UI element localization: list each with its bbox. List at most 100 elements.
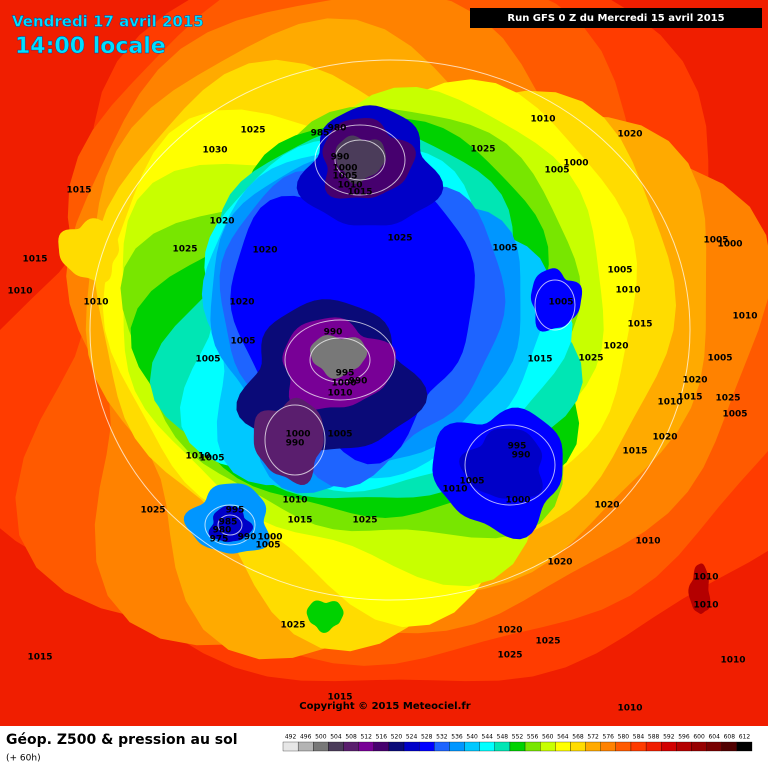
legend-label: 572 xyxy=(587,734,599,741)
pressure-label: 1010 xyxy=(732,312,757,322)
legend-swatch xyxy=(403,741,420,752)
legend-swatch xyxy=(661,741,677,752)
pressure-label: 1000 xyxy=(331,379,356,389)
legend-swatch xyxy=(494,741,511,752)
pressure-label: 1025 xyxy=(240,126,265,136)
pressure-label: 1015 xyxy=(66,186,91,196)
pressure-label: 1025 xyxy=(715,394,740,404)
legend-label: 512 xyxy=(360,734,372,741)
legend-label: 604 xyxy=(708,734,720,741)
pressure-label: 1015 xyxy=(622,447,647,457)
isobar xyxy=(464,424,556,506)
pressure-label: 1000 xyxy=(717,240,742,250)
pressure-label: 1005 xyxy=(722,410,747,420)
pressure-label: 1005 xyxy=(327,430,352,440)
pressure-label: 1000 xyxy=(257,533,282,543)
isobar xyxy=(334,139,386,181)
pressure-label: 1005 xyxy=(230,337,255,347)
pressure-label: 1010 xyxy=(617,704,642,714)
legend-swatch xyxy=(343,741,359,752)
field-band xyxy=(306,600,344,633)
pressure-label: 1020 xyxy=(594,501,619,511)
legend-swatch xyxy=(600,741,616,752)
pressure-label: 1025 xyxy=(280,621,305,631)
pressure-label: 995 xyxy=(508,442,527,452)
legend-swatch xyxy=(313,741,329,752)
pressure-label: 990 xyxy=(286,439,305,449)
isobar xyxy=(534,279,576,331)
legend-swatch xyxy=(691,741,707,752)
pressure-label: 1010 xyxy=(615,286,640,296)
pressure-label: 1010 xyxy=(7,287,32,297)
legend-label: 608 xyxy=(724,734,736,741)
pressure-label: 1005 xyxy=(703,236,728,246)
legend-swatch xyxy=(676,741,692,752)
legend-swatch xyxy=(388,741,405,752)
legend: 492 496 500 504 508 512 516 520 524 528 532 536 540 5… xyxy=(282,734,753,752)
legend-swatch xyxy=(524,741,541,752)
legend-label: 536 xyxy=(451,734,463,741)
pressure-label: 1005 xyxy=(607,266,632,276)
legend-swatch xyxy=(373,741,390,752)
pressure-label: 990 xyxy=(238,533,257,543)
field-band xyxy=(335,135,386,184)
pressure-label: 1005 xyxy=(707,354,732,364)
pressure-label: 1025 xyxy=(470,145,495,155)
legend-swatch xyxy=(449,741,465,752)
pressure-label: 1020 xyxy=(652,433,677,443)
pressure-label: 1030 xyxy=(202,146,227,156)
field-band xyxy=(688,563,711,614)
footer-lead: (+ 60h) xyxy=(6,754,41,764)
copyright: Copyright © 2015 Meteociel.fr xyxy=(299,701,470,712)
legend-label: 580 xyxy=(618,734,630,741)
pressure-label: 975 xyxy=(210,535,229,545)
pressure-label: 1000 xyxy=(563,159,588,169)
pressure-label: 1010 xyxy=(442,485,467,495)
pressure-label: 1010 xyxy=(635,537,660,547)
legend-swatch xyxy=(555,741,571,752)
pressure-label: 1020 xyxy=(252,246,277,256)
pressure-label: 990 xyxy=(324,328,343,338)
isobars xyxy=(89,59,691,601)
pressure-label: 1010 xyxy=(282,496,307,506)
isobar xyxy=(89,59,691,601)
run-info: Run GFS 0 Z du Mercredi 15 avril 2015 xyxy=(507,13,724,24)
legend-label: 588 xyxy=(648,734,660,741)
pressure-label: 1005 xyxy=(332,172,357,182)
legend-label: 508 xyxy=(345,734,357,741)
legend-label: 528 xyxy=(421,734,433,741)
legend-label: 524 xyxy=(406,734,418,741)
pressure-label: 1005 xyxy=(459,477,484,487)
legend-label: 544 xyxy=(482,734,494,741)
footer-title: Géop. Z500 & pression au sol xyxy=(6,732,238,748)
legend-swatch xyxy=(464,741,480,752)
pressure-label: 1025 xyxy=(140,506,165,516)
pressure-label: 1005 xyxy=(492,244,517,254)
pressure-label: 1020 xyxy=(229,298,254,308)
legend-swatch xyxy=(434,741,450,752)
geopotential-field xyxy=(0,0,768,726)
legend-swatch xyxy=(585,741,601,752)
legend-label: 504 xyxy=(330,734,342,741)
pressure-label: 1010 xyxy=(185,452,210,462)
legend-label: 532 xyxy=(436,734,448,741)
pressure-labels: 9859809901000100510101015102510301015102… xyxy=(7,115,757,714)
pressure-label: 1005 xyxy=(255,541,280,551)
legend-label: 596 xyxy=(678,734,690,741)
pressure-label: 1010 xyxy=(530,115,555,125)
pressure-label: 1015 xyxy=(287,516,312,526)
pressure-label: 990 xyxy=(349,377,368,387)
pressure-label: 1015 xyxy=(22,255,47,265)
legend-swatch xyxy=(282,741,299,752)
pressure-label: 1010 xyxy=(720,656,745,666)
pressure-label: 1015 xyxy=(527,355,552,365)
isobar xyxy=(217,514,243,536)
legend-swatch xyxy=(479,741,495,752)
local-time: 14:00 locale xyxy=(15,34,166,59)
pressure-label: 1020 xyxy=(682,376,707,386)
legend-label: 552 xyxy=(512,734,524,741)
pressure-label: 980 xyxy=(328,124,347,134)
legend-swatch xyxy=(358,741,374,752)
legend-swatch xyxy=(736,741,753,752)
